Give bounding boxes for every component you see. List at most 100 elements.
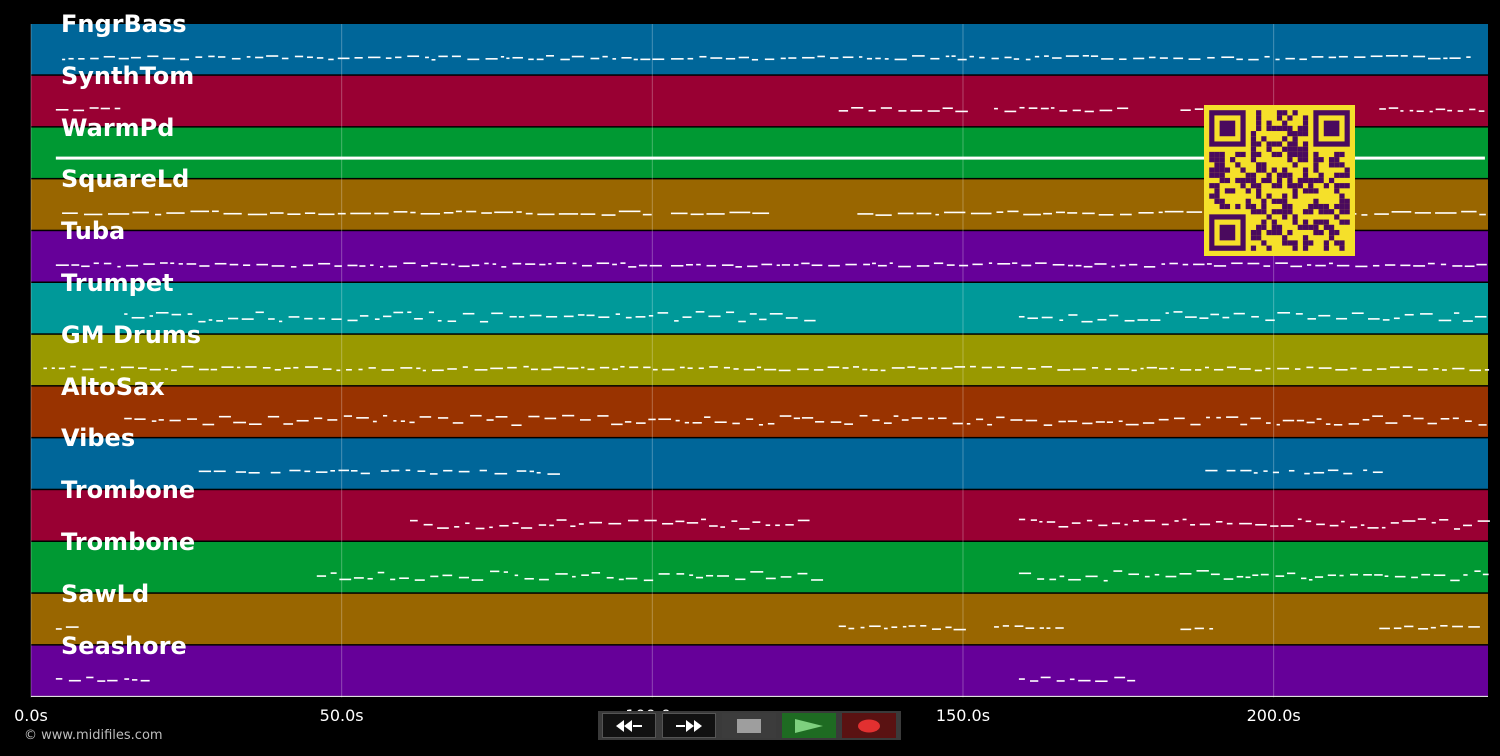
note (334, 265, 342, 267)
note (447, 368, 457, 370)
note (1402, 520, 1416, 522)
note (358, 368, 363, 371)
note (875, 214, 892, 216)
note (725, 57, 736, 60)
note (62, 212, 78, 214)
note (991, 57, 999, 60)
note (1188, 58, 1201, 60)
note (1021, 264, 1032, 267)
note (1404, 313, 1414, 316)
note (359, 315, 369, 317)
rewind-button[interactable] (602, 713, 656, 738)
note (1186, 211, 1203, 213)
note (1216, 416, 1221, 419)
note (1069, 678, 1075, 681)
note (555, 573, 568, 575)
note (901, 419, 909, 421)
note (912, 55, 925, 57)
note (216, 320, 224, 322)
note (1311, 56, 1324, 58)
note (1341, 520, 1345, 523)
note (872, 262, 876, 265)
note (797, 368, 809, 371)
note (1097, 318, 1107, 321)
note (1367, 527, 1379, 529)
note (1103, 579, 1108, 582)
note (1453, 528, 1461, 530)
note (359, 265, 366, 267)
note (514, 574, 519, 577)
note (1431, 521, 1436, 524)
note (269, 212, 284, 214)
note (140, 679, 150, 682)
note (941, 367, 953, 370)
note (421, 264, 428, 267)
track-lane (31, 438, 1488, 489)
note (1138, 212, 1154, 214)
note (1240, 423, 1248, 426)
note (1270, 525, 1279, 527)
note (553, 366, 565, 369)
note (198, 320, 206, 323)
track-label: GM Drums (61, 320, 202, 349)
note (692, 422, 702, 424)
note (635, 316, 646, 318)
track-lane (31, 645, 1488, 696)
note (221, 366, 234, 368)
note (1385, 422, 1398, 424)
note (1023, 213, 1041, 216)
note (1209, 627, 1214, 630)
note (698, 367, 704, 370)
note (1194, 369, 1202, 371)
note (288, 316, 300, 318)
note (1011, 366, 1023, 369)
fast-forward-button[interactable] (662, 713, 716, 738)
stop-button[interactable] (722, 713, 776, 738)
note (51, 367, 55, 369)
note (130, 56, 141, 59)
note (801, 417, 814, 419)
note (1390, 366, 1400, 369)
note (648, 315, 654, 317)
note (1464, 265, 1475, 268)
note (780, 576, 792, 578)
note (1400, 55, 1408, 57)
note (853, 366, 860, 368)
note (1146, 366, 1157, 369)
note (443, 211, 454, 214)
note (132, 211, 149, 214)
note (1306, 366, 1314, 369)
note (944, 211, 966, 214)
track-label: SynthTom (61, 61, 195, 90)
note (1239, 522, 1252, 525)
note (969, 365, 976, 368)
note (1170, 367, 1175, 370)
note (1173, 57, 1184, 60)
note (243, 264, 251, 267)
note (679, 366, 685, 369)
note (889, 262, 893, 264)
note (302, 264, 314, 267)
note (356, 417, 369, 419)
note (1339, 574, 1344, 577)
note (256, 263, 268, 266)
note (775, 524, 780, 527)
note (1090, 55, 1099, 57)
note (860, 626, 865, 629)
record-button[interactable] (842, 713, 896, 738)
note (380, 470, 389, 472)
note (108, 213, 130, 215)
note (567, 367, 579, 370)
note (828, 264, 840, 267)
note (274, 368, 281, 371)
note (55, 628, 62, 630)
note (1180, 369, 1192, 371)
play-button[interactable] (782, 713, 836, 738)
note (930, 367, 937, 369)
note (1290, 265, 1303, 268)
note (1196, 570, 1209, 572)
note (1265, 367, 1271, 370)
note (467, 58, 480, 61)
note (474, 369, 488, 371)
note (388, 265, 397, 268)
